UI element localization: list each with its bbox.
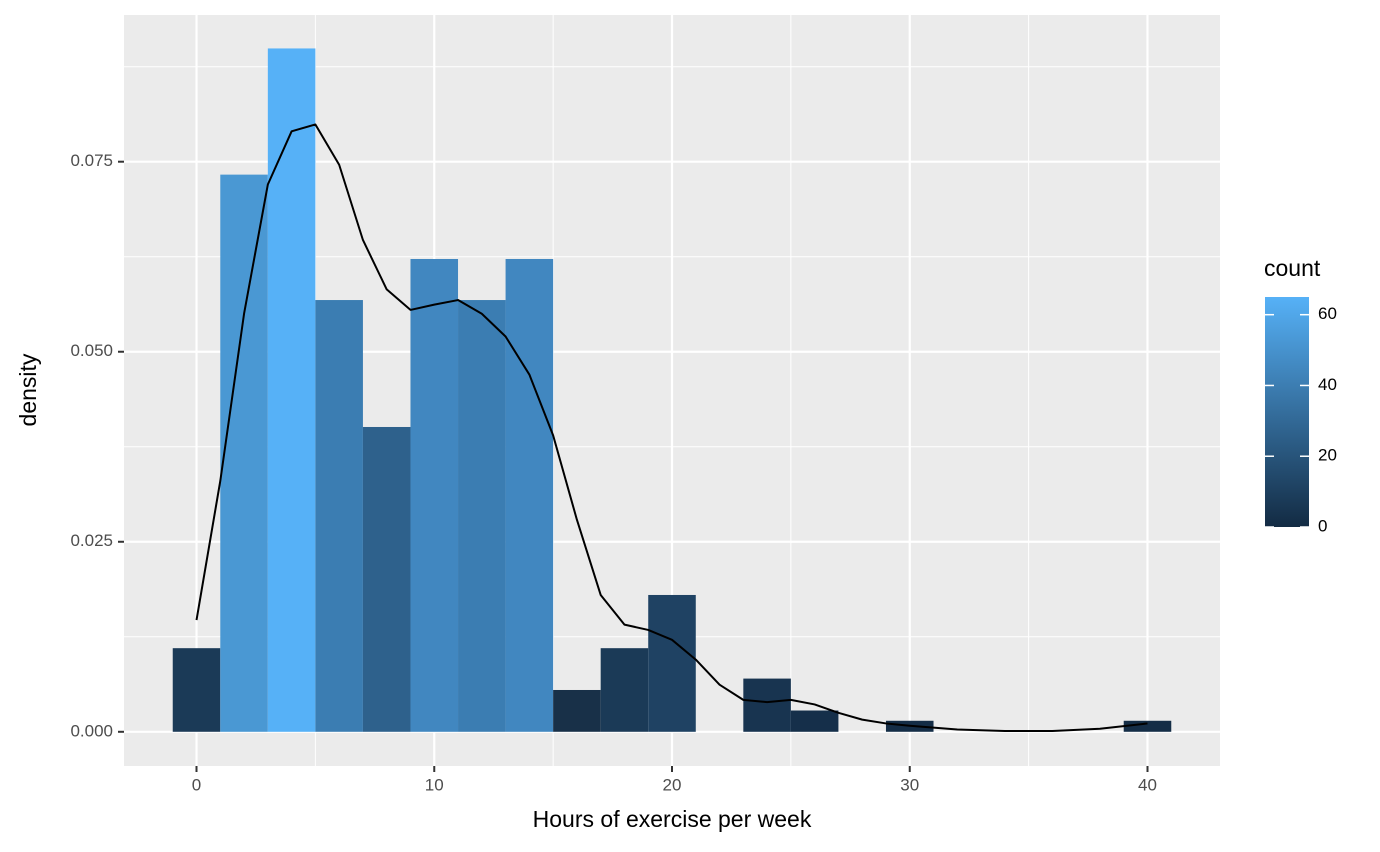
bar (362, 426, 411, 732)
bar (410, 258, 459, 732)
x-tick-label: 30 (900, 775, 919, 794)
bar (458, 300, 506, 732)
legend-tick-label: 40 (1318, 375, 1337, 394)
bar (1123, 720, 1172, 732)
colorbar (1265, 297, 1309, 527)
legend-tick-label: 60 (1318, 304, 1337, 323)
legend-tick-label: 20 (1318, 446, 1337, 465)
bar (743, 678, 791, 732)
bar (648, 594, 696, 732)
legend-title: count (1264, 255, 1321, 281)
y-tick-label: 0.075 (70, 151, 113, 170)
legend-tick-label: 0 (1318, 516, 1327, 535)
x-tick-label: 40 (1138, 775, 1157, 794)
plot-layer (124, 15, 1220, 766)
x-tick-label: 0 (192, 775, 201, 794)
bar (505, 258, 554, 732)
y-tick-label: 0.000 (70, 721, 113, 740)
bar (553, 689, 601, 732)
x-tick-label: 10 (425, 775, 444, 794)
bar (315, 300, 363, 732)
bar (600, 648, 649, 732)
density-line (195, 123, 1148, 733)
bar (220, 174, 268, 732)
y-tick-label: 0.025 (70, 531, 113, 550)
y-axis-title: density (15, 353, 41, 426)
bar (172, 648, 221, 732)
x-tick-label: 20 (663, 775, 682, 794)
x-axis-title: Hours of exercise per week (533, 806, 812, 832)
y-tick-label: 0.050 (70, 341, 113, 360)
bar (790, 710, 839, 732)
bar (267, 48, 316, 732)
